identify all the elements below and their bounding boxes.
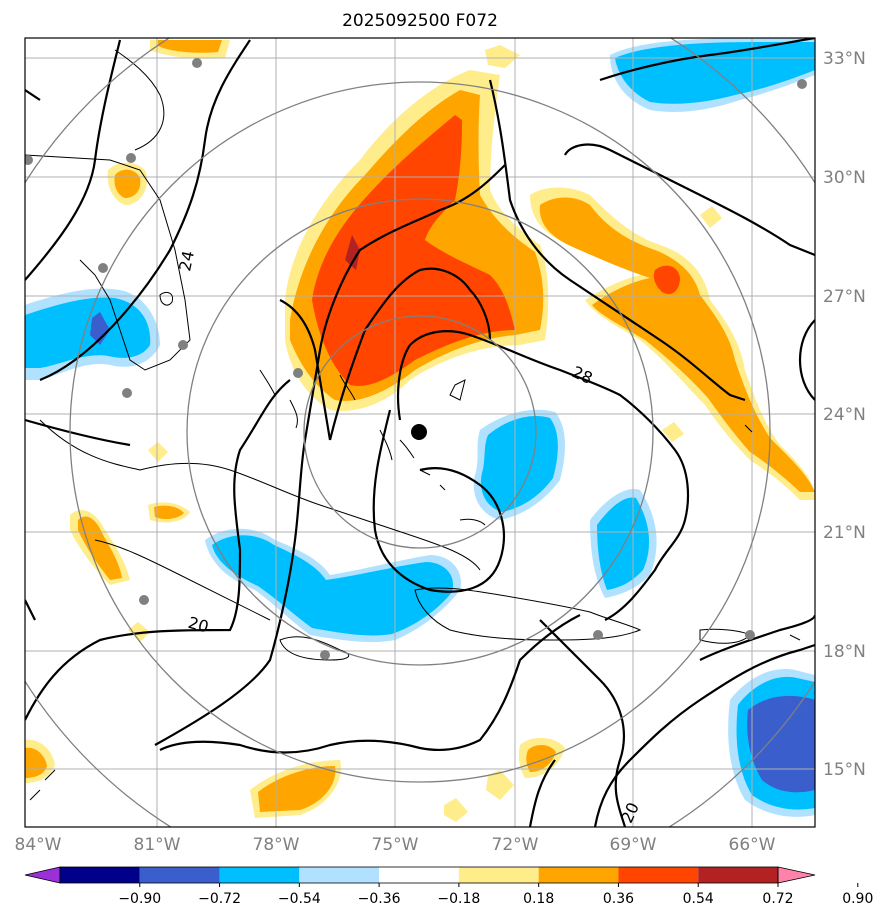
negative-anomaly-southeast <box>728 669 815 817</box>
colorbar-segment <box>618 867 699 883</box>
lon-label-69: 69°W <box>610 835 657 855</box>
colorbar-tick-label: −0.72 <box>198 891 241 907</box>
positive-anomaly-plume <box>285 70 549 411</box>
colorbar-segment <box>698 867 778 883</box>
negative-anomaly-northeast <box>610 38 815 112</box>
lon-label-75: 75°W <box>372 835 419 855</box>
coastlines <box>25 49 801 801</box>
lon-label-78: 78°W <box>253 835 300 855</box>
lon-label-84: 84°W <box>15 835 62 855</box>
lat-label-18: 18°N <box>823 642 866 662</box>
colorbar-segment <box>458 867 539 883</box>
negative-anomaly-central <box>473 409 565 520</box>
colorbar-tick-label: −0.54 <box>278 891 321 907</box>
map-plot-area: 24 28 20 20 <box>25 38 815 827</box>
lon-label-81: 81°W <box>134 835 181 855</box>
colorbar-frame <box>59 866 779 884</box>
longitude-labels: 84°W 81°W 78°W 75°W 72°W 69°W 66°W <box>15 835 776 855</box>
lat-label-30: 30°N <box>823 168 866 188</box>
map-frame <box>24 37 816 828</box>
lat-label-24: 24°N <box>823 405 866 425</box>
graticule <box>25 38 815 827</box>
colorbar-tick-label: 0.72 <box>762 891 793 907</box>
colorbar-segment <box>219 867 300 883</box>
storm-center-marker <box>411 424 427 440</box>
lat-label-15: 15°N <box>823 760 866 780</box>
colorbar-extend-low <box>24 866 61 884</box>
colorbar-tick-label: 0.36 <box>603 891 634 907</box>
positive-anomaly-small-patches <box>25 40 722 822</box>
colorbar-segment <box>299 867 380 883</box>
lat-label-27: 27°N <box>823 287 866 307</box>
colorbar-extend-high <box>777 866 816 884</box>
lon-label-72: 72°W <box>492 835 539 855</box>
lon-label-66: 66°W <box>729 835 776 855</box>
station-dots <box>25 58 807 660</box>
contour-label-20-west: 20 <box>186 613 211 637</box>
colorbar-tick-label: 0.54 <box>683 891 714 907</box>
contour-label-24: 24 <box>175 249 198 273</box>
colorbar-tick-label: −0.36 <box>358 891 401 907</box>
colorbar-tick-label: −0.18 <box>437 891 480 907</box>
range-rings <box>25 38 815 827</box>
latitude-labels: 33°N 30°N 27°N 24°N 21°N 18°N 15°N <box>823 49 866 780</box>
lat-label-33: 33°N <box>823 49 866 69</box>
colorbar-segment <box>538 867 619 883</box>
positive-anomaly-band-east <box>530 187 815 500</box>
colorbar-segment <box>379 867 459 883</box>
colorbar-tick-label: 0.90 <box>842 891 873 907</box>
height-contours <box>25 38 815 827</box>
colorbar-segment <box>139 867 220 883</box>
colorbar-tick-label: −0.90 <box>118 891 161 907</box>
colorbar-tick-label: 0.18 <box>523 891 554 907</box>
negative-anomaly-caribbean <box>205 528 461 643</box>
map-title: 2025092500 F072 <box>342 11 498 31</box>
colorbar-segment <box>60 867 140 883</box>
colorbar: −0.90 −0.72 −0.54 −0.36 −0.18 0.18 0.36 0.54 0.7… <box>24 866 873 907</box>
lat-label-21: 21°N <box>823 523 866 543</box>
